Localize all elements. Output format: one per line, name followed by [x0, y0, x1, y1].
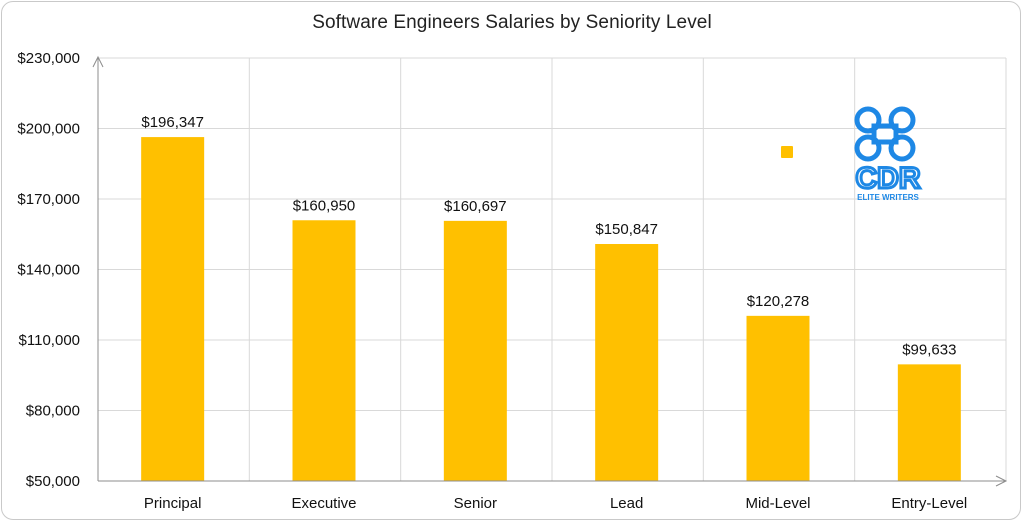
bar: [443, 220, 507, 481]
y-tick-label: $200,000: [17, 121, 80, 138]
data-label: $150,847: [595, 221, 658, 238]
data-labels: $196,347 $160,950 $160,697 $150,847 $120,278…: [141, 114, 956, 358]
bar: [897, 364, 961, 481]
category-label: Senior: [454, 495, 497, 512]
data-label: $120,278: [747, 293, 810, 310]
category-label: Entry-Level: [891, 495, 967, 512]
bar: [292, 220, 356, 481]
x-axis-arrow: [995, 475, 1008, 487]
category-label: Lead: [610, 495, 643, 512]
gridlines: [98, 57, 1007, 481]
y-tick-label: $80,000: [26, 403, 80, 420]
y-tick-label: $140,000: [17, 262, 80, 279]
data-label: $99,633: [902, 341, 956, 358]
logo-sub-text: ELITE WRITERS: [857, 193, 919, 202]
legend-marker: [781, 146, 793, 158]
bar: [141, 137, 205, 482]
category-label: Executive: [291, 495, 356, 512]
category-label: Mid-Level: [745, 495, 810, 512]
y-axis-arrow: [92, 55, 104, 68]
category-labels: Principal Executive Senior Lead Mid-Level Ent…: [144, 495, 967, 512]
y-tick-label: $230,000: [17, 50, 80, 67]
data-label: $160,697: [444, 198, 507, 215]
bar: [595, 244, 659, 481]
y-tick-label: $170,000: [17, 191, 80, 208]
y-tick-label: $50,000: [26, 473, 80, 490]
logo-main-text: CDR: [856, 162, 921, 195]
chart-title: Software Engineers Salaries by Seniority…: [312, 12, 712, 33]
axes: [92, 55, 1008, 487]
bars: [141, 137, 961, 482]
category-label: Principal: [144, 495, 202, 512]
y-tick-labels: $50,000 $80,000 $110,000 $140,000 $170,000 $2…: [17, 50, 80, 490]
y-tick-label: $110,000: [19, 332, 80, 349]
data-label: $196,347: [141, 114, 204, 131]
bar: [746, 315, 810, 481]
data-label: $160,950: [293, 197, 356, 214]
cdr-logo-icon: CDR ELITE WRITERS: [854, 106, 922, 202]
